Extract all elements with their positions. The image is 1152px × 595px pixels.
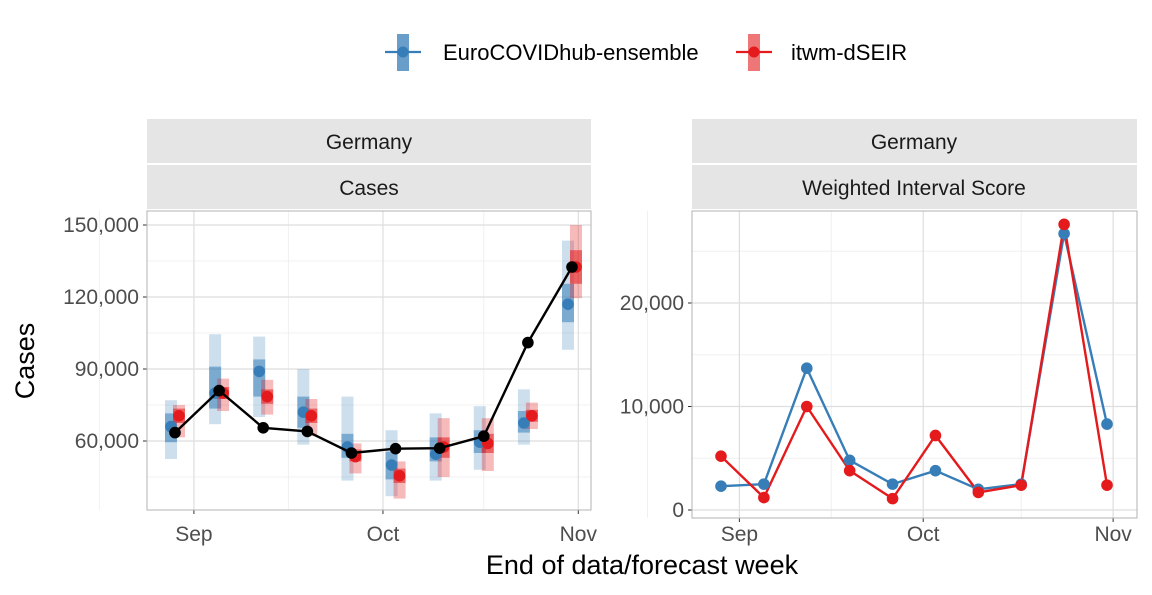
observed-line xyxy=(174,266,574,455)
score-point xyxy=(758,478,770,490)
legend-key-itwm xyxy=(736,34,772,71)
panel-border xyxy=(146,210,592,511)
x-tick-label: Sep xyxy=(175,523,212,546)
x-axis-title: End of data/forecast week xyxy=(486,550,799,580)
observed-point xyxy=(345,447,358,459)
score-point xyxy=(886,492,899,505)
right-strip-country: Germany xyxy=(871,131,958,154)
legend-key-ensemble xyxy=(385,34,421,71)
y-tick-label: 120,000 xyxy=(63,286,139,309)
observed-point xyxy=(566,261,578,273)
observed-point xyxy=(433,442,446,455)
right-strip-metric: Weighted Interval Score xyxy=(802,177,1026,200)
score-point xyxy=(843,454,856,467)
score-point xyxy=(1015,479,1028,491)
observed-point xyxy=(389,442,402,455)
score-point xyxy=(929,429,942,442)
left-strip-country: Germany xyxy=(326,131,413,154)
y-tick-label: 60,000 xyxy=(75,430,139,453)
panel-border xyxy=(691,210,1138,519)
wis-panel: 0 10,000 20,000 Sep Oct Nov xyxy=(620,210,1138,546)
median-point xyxy=(261,390,274,403)
observed-point xyxy=(477,430,490,443)
score-point xyxy=(800,362,813,375)
left-strip-target: Cases xyxy=(339,177,399,200)
right-strips: Germany Weighted Interval Score xyxy=(692,119,1137,209)
strip-background xyxy=(692,165,1137,209)
strip-background xyxy=(147,165,591,209)
y-tick-label: 0 xyxy=(672,499,684,522)
legend-label-itwm: itwm-dSEIR xyxy=(791,40,907,65)
cases-panel: 60,000 90,000 120,000 150,000 Sep Oct Nov xyxy=(63,210,598,546)
strip-background xyxy=(692,119,1137,163)
median-point xyxy=(305,410,318,422)
score-point xyxy=(715,450,727,462)
score-point xyxy=(715,480,727,492)
x-tick-label: Sep xyxy=(721,523,758,546)
median-point xyxy=(385,459,398,471)
score-point xyxy=(758,491,770,504)
observed-point xyxy=(257,422,270,434)
legend-point xyxy=(397,46,409,58)
score-point xyxy=(1058,218,1070,231)
x-tick-label: Oct xyxy=(367,523,400,546)
score-point xyxy=(929,464,942,477)
observed-point xyxy=(301,425,314,438)
y-axis-title: Cases xyxy=(10,323,40,400)
y-tick-label: 20,000 xyxy=(620,292,684,315)
median-point xyxy=(562,298,574,311)
median-point xyxy=(526,410,538,422)
score-point xyxy=(800,400,813,413)
strip-background xyxy=(147,119,591,163)
score-point xyxy=(1101,479,1113,491)
left-strips: Germany Cases xyxy=(147,119,591,209)
legend-label-ensemble: EuroCOVIDhub-ensemble xyxy=(443,40,699,65)
y-tick-label: 90,000 xyxy=(75,358,139,381)
x-tick-label: Nov xyxy=(560,523,598,546)
observed-point xyxy=(169,426,181,439)
y-tick-label: 150,000 xyxy=(63,214,139,237)
legend: EuroCOVIDhub-ensemble itwm-dSEIR xyxy=(385,34,907,71)
median-point xyxy=(518,417,530,429)
median-point xyxy=(253,365,266,378)
observed-point xyxy=(522,336,534,349)
x-tick-label: Oct xyxy=(907,523,940,546)
median-point xyxy=(393,470,406,482)
score-point xyxy=(1101,418,1113,430)
score-point xyxy=(972,486,985,499)
median-point xyxy=(173,410,185,422)
score-point xyxy=(886,478,899,490)
score-point xyxy=(1058,227,1070,240)
x-tick-label: Nov xyxy=(1094,523,1132,546)
legend-point xyxy=(748,46,760,58)
observed-point xyxy=(213,384,225,397)
score-point xyxy=(843,464,856,477)
y-tick-label: 10,000 xyxy=(620,396,684,419)
score-line xyxy=(720,224,1109,501)
